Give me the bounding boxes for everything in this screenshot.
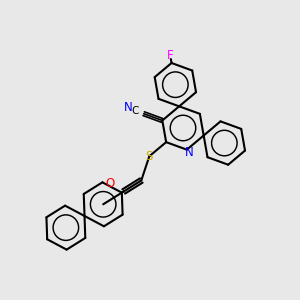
Text: C: C — [132, 106, 139, 116]
Text: N: N — [124, 101, 133, 114]
Text: O: O — [105, 177, 114, 190]
Text: S: S — [146, 150, 153, 163]
Text: F: F — [167, 49, 173, 62]
Text: N: N — [184, 146, 193, 159]
